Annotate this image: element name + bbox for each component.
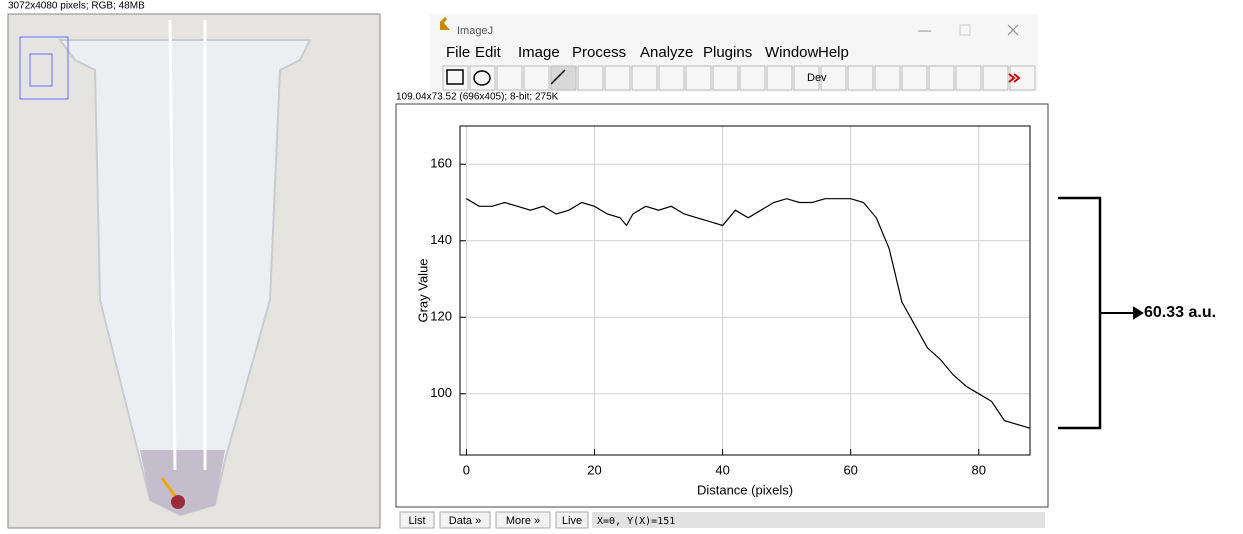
annotation: 60.33 a.u.: [1144, 304, 1216, 321]
menu-item[interactable]: Image: [518, 44, 560, 61]
arrow: [1100, 308, 1142, 318]
menu-item[interactable]: Help: [818, 44, 849, 61]
tool-button[interactable]: [902, 66, 927, 90]
tool-button[interactable]: [659, 66, 684, 90]
tool-button[interactable]: [551, 66, 576, 90]
x-tick-label: 80: [972, 462, 986, 477]
tool-button[interactable]: [632, 66, 657, 90]
tool-button[interactable]: [740, 66, 765, 90]
tool-button[interactable]: [713, 66, 738, 90]
status-text: X=0, Y(X)=151: [597, 516, 675, 527]
plot-button-label[interactable]: More »: [506, 515, 540, 527]
y-tick-label: 140: [430, 232, 452, 247]
x-tick-label: 60: [843, 462, 857, 477]
image-info: 3072x4080 pixels; RGB; 48MB: [8, 1, 145, 12]
y-tick-label: 100: [430, 385, 452, 400]
tool-button[interactable]: [686, 66, 711, 90]
x-axis-label: Distance (pixels): [697, 482, 793, 497]
x-tick-label: 40: [715, 462, 729, 477]
tool-button[interactable]: [578, 66, 603, 90]
tool-button[interactable]: [524, 66, 549, 90]
tool-button[interactable]: [983, 66, 1008, 90]
plot-button-label[interactable]: Data »: [449, 515, 481, 527]
plot-info: 109.04x73.52 (696x405); 8-bit; 275K: [396, 92, 559, 103]
tool-button[interactable]: [767, 66, 792, 90]
plot-button-label[interactable]: List: [408, 515, 425, 527]
menu-item[interactable]: File: [446, 44, 470, 61]
minimize[interactable]: —: [918, 22, 931, 37]
y-tick-label: 120: [430, 309, 452, 324]
window-title: ImageJ: [457, 25, 493, 37]
x-tick-label: 0: [463, 462, 470, 477]
page: 3072x4080 pixels; RGB; 48MB ImageJ — Fil…: [0, 0, 1243, 529]
y-axis-label: Gray Value: [415, 258, 430, 322]
bracket: [1058, 198, 1100, 428]
menu-item[interactable]: Plugins: [703, 44, 752, 61]
tool-button[interactable]: [875, 66, 900, 90]
screenshot: 3072x4080 pixels; RGB; 48MB ImageJ — Fil…: [0, 0, 1243, 529]
menu-item[interactable]: Edit: [475, 44, 502, 61]
tool-button[interactable]: [497, 66, 522, 90]
menu-item[interactable]: Process: [572, 44, 626, 61]
plot-button-label[interactable]: Live: [562, 515, 582, 527]
tool-button[interactable]: [929, 66, 954, 90]
tool-label[interactable]: Dev: [807, 72, 827, 84]
x-tick-label: 20: [587, 462, 601, 477]
menu-item[interactable]: Analyze: [640, 44, 693, 61]
tool-button[interactable]: [848, 66, 873, 90]
y-tick-label: 160: [430, 156, 452, 171]
tool-button[interactable]: [956, 66, 981, 90]
tool-button[interactable]: [605, 66, 630, 90]
menu-item[interactable]: Window: [765, 44, 819, 61]
